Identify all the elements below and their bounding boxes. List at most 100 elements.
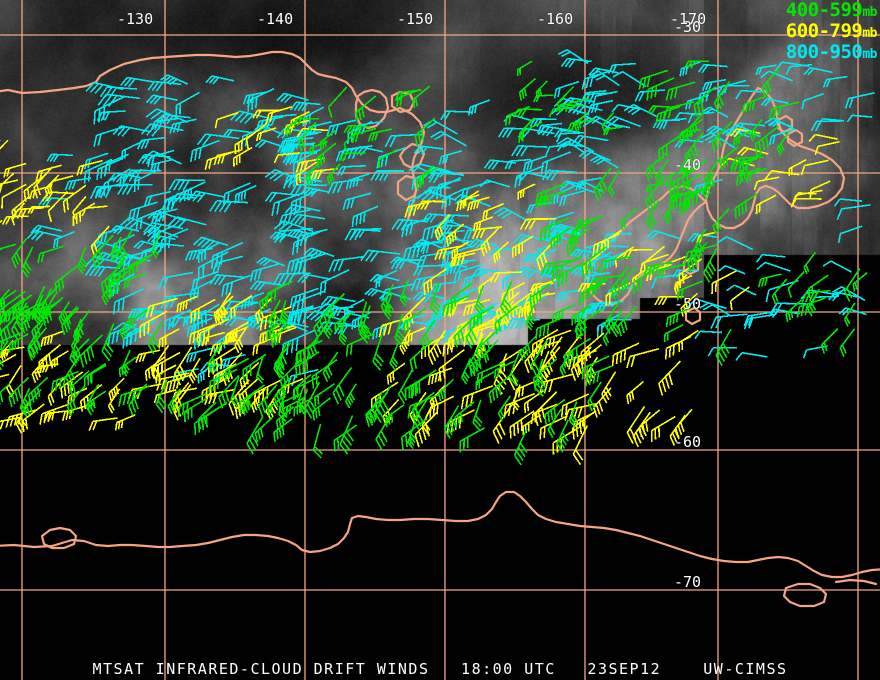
wind-barb-mid-level-winds-444 [230,295,253,319]
wind-barb-low-level-winds-405 [822,75,848,88]
wind-barb-low-level-winds-119 [96,110,126,122]
wind-barb-low-level-winds-359 [517,267,554,280]
wind-barb-low-level-winds-307 [802,345,828,359]
wind-barb-low-level-winds-154 [328,255,365,273]
wind-barb-mid-level-winds-609 [81,205,108,217]
wind-barb-mid-level-winds-637 [107,388,121,414]
wind-barb-mid-level-winds-430 [135,349,161,363]
wind-barb-low-level-winds-268 [623,103,659,118]
wind-barb-mid-level-winds-461 [144,356,166,381]
wind-barb-mid-level-winds-471 [214,292,232,326]
wind-barb-low-level-winds-281 [560,57,592,68]
wind-barb-low-level-winds-224 [467,99,491,116]
wind-barb-low-level-winds-237 [440,110,472,121]
wind-barb-mid-level-winds-520 [386,362,406,385]
wind-barb-low-level-winds-84 [120,76,153,88]
wind-barb-low-level-winds-242 [479,179,511,188]
wind-barb-low-level-winds-2 [300,186,330,198]
wind-barb-mid-level-winds-601 [1,215,29,225]
wind-barb-low-level-winds-373 [120,216,158,230]
wind-barb-mid-level-winds-441 [234,326,248,354]
wind-barb-low-level-winds-406 [846,114,873,123]
wind-barb-low-level-winds-380 [26,229,63,242]
wind-barb-low-level-winds-50 [221,274,252,297]
wind-barb-low-level-winds-379 [94,183,121,199]
wind-barb-low-level-winds-189 [320,295,356,308]
legend-range-mid-level-winds: 600-799 [785,20,863,42]
wind-barb-low-level-winds-280 [607,62,636,74]
legend-unit-low-level-winds: mb [862,47,877,62]
wind-barb-mid-level-winds-504 [414,410,439,448]
wind-barb-low-level-winds-404 [764,117,796,131]
wind-barb-low-level-winds-32 [127,201,158,222]
wind-barb-mid-level-winds-521 [542,346,561,379]
wind-barb-mid-level-winds-579 [472,216,494,232]
wind-barb-low-level-winds-73 [290,188,321,215]
wind-barb-mid-level-winds-545 [669,414,686,446]
wind-barb-mid-level-winds-538 [626,348,660,369]
wind-barb-low-level-winds-70 [289,183,328,196]
wind-barb-low-level-winds-297 [710,313,748,329]
wind-barb-mid-level-winds-607 [76,159,103,176]
wind-barb-low-level-winds-103 [222,128,252,138]
latitude-label-4: -70 [674,573,702,591]
wind-barb-low-level-winds-295 [645,229,681,240]
longitude-label-3: -160 [537,10,574,28]
wind-barb-low-level-winds-193 [511,145,548,157]
wind-barb-low-level-winds-401 [768,128,794,146]
wind-barb-mid-level-winds-624 [21,403,45,433]
wind-barb-low-level-winds-298 [699,302,732,317]
wind-barb-low-level-winds-419 [287,305,314,323]
wind-barb-low-level-winds-384 [147,209,185,222]
pressure-legend: 400-599mb 600-799mb 800-950mb [785,1,878,64]
australia-south-coast [0,50,402,114]
wind-barb-mid-level-winds-452 [198,318,229,346]
legend-unit-high-level-winds: mb [862,5,877,20]
wind-barb-low-level-winds-212 [435,179,461,194]
wind-barb-low-level-winds-387 [133,168,160,193]
wind-barb-low-level-winds-18 [175,91,200,116]
wind-barb-mid-level-winds-433 [165,374,192,393]
wind-barb-low-level-winds-234 [587,99,614,114]
wind-barb-low-level-winds-76 [196,133,240,147]
wind-barb-low-level-winds-173 [286,229,314,239]
wind-barb-low-level-winds-278 [592,90,618,105]
antarctic-coastline [0,490,880,579]
wind-barb-low-level-winds-44 [158,271,194,290]
wind-barb-mid-level-winds-474 [145,297,178,318]
wind-barb-low-level-winds-146 [416,250,452,268]
wind-barb-low-level-winds-59 [281,329,315,358]
wind-barb-mid-level-winds-454 [176,295,198,313]
wind-barb-mid-level-winds-568 [423,268,447,295]
latitude-label-3: -60 [674,433,702,451]
wind-barb-low-level-winds-174 [278,209,311,227]
wind-barb-low-level-winds-162 [297,273,331,284]
wind-barb-mid-level-winds-559 [511,235,534,258]
wind-barb-low-level-winds-382 [159,228,189,252]
wind-barb-low-level-winds-163 [370,170,405,181]
wind-barb-low-level-winds-388 [760,97,789,107]
wind-barb-low-level-winds-317 [502,266,526,290]
wind-barb-low-level-winds-113 [222,182,251,205]
wind-barb-low-level-winds-65 [197,242,220,264]
wind-barb-mid-level-winds-544 [539,415,568,440]
wind-barb-low-level-winds-93 [99,86,137,98]
wind-barb-mid-level-winds-584 [462,298,491,317]
wind-barb-low-level-winds-218 [523,155,547,172]
legend-item-high-level-winds: 400-599mb [786,1,878,22]
wind-barb-low-level-winds-412 [182,309,207,327]
wind-barb-low-level-winds-94 [169,118,197,134]
wind-barb-low-level-winds-92 [197,251,229,281]
wind-barb-low-level-winds-160 [438,150,462,165]
wind-barb-low-level-winds-57 [209,274,246,286]
wind-barb-mid-level-winds-557 [519,218,556,230]
wind-barb-low-level-winds-393 [732,122,766,133]
wind-barb-mid-level-winds-605 [47,191,69,223]
wind-barb-mid-level-winds-613 [114,414,136,431]
wind-barb-mid-level-winds-614 [0,373,10,378]
wind-barb-mid-level-winds-629 [39,403,68,425]
image-caption: MTSAT INFRARED-CLOUD DRIFT WINDS 18:00 U… [92,660,788,678]
antarctic-coast-tail [834,578,878,586]
wind-barb-mid-level-winds-509 [514,379,540,400]
